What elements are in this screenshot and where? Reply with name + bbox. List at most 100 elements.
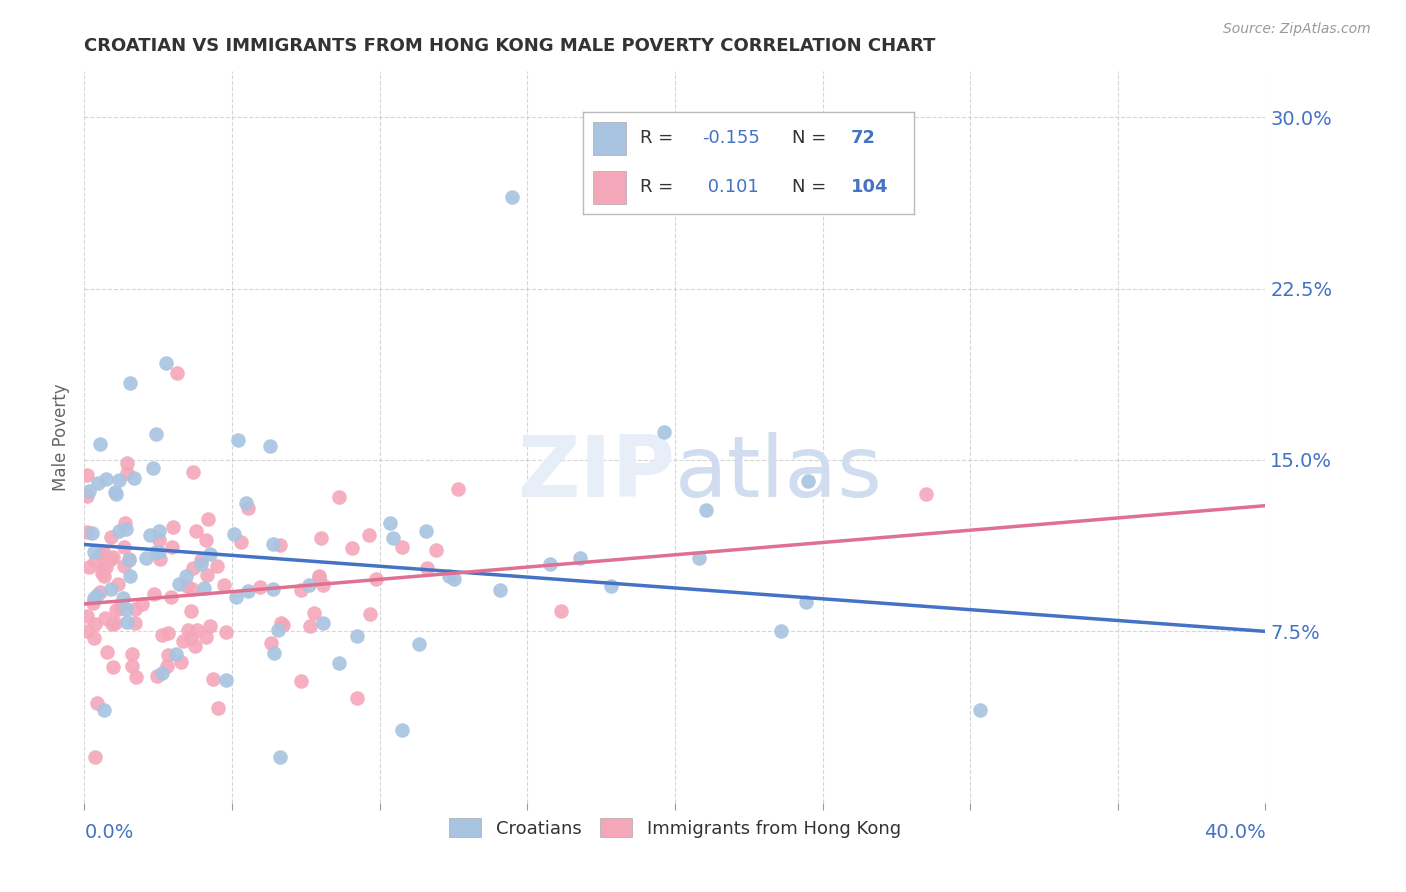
FancyBboxPatch shape — [593, 122, 627, 154]
Text: N =: N = — [792, 178, 831, 196]
Point — [160, 590, 183, 604]
Point — [93, 611, 115, 625]
Point — [235, 496, 257, 510]
Point — [270, 616, 292, 631]
Point — [148, 524, 170, 538]
Point — [96, 645, 118, 659]
Point — [131, 597, 153, 611]
Point — [76, 624, 98, 639]
Legend: Croatians, Immigrants from Hong Kong: Croatians, Immigrants from Hong Kong — [441, 811, 908, 845]
Point — [84, 616, 107, 631]
Point — [489, 583, 512, 598]
Point — [359, 607, 381, 621]
Point — [93, 569, 115, 583]
Point — [143, 587, 166, 601]
Point — [205, 558, 228, 573]
Point — [145, 669, 167, 683]
FancyBboxPatch shape — [593, 171, 627, 204]
Point — [145, 427, 167, 442]
Point — [443, 572, 465, 586]
Text: 72: 72 — [851, 129, 876, 147]
Point — [115, 466, 138, 480]
Point — [118, 553, 141, 567]
Text: N =: N = — [792, 129, 831, 147]
Point — [112, 540, 135, 554]
Point — [101, 616, 124, 631]
Point — [794, 595, 817, 609]
Point — [101, 550, 124, 565]
Point — [197, 567, 219, 582]
Point — [115, 615, 138, 629]
Point — [416, 561, 439, 575]
Point — [117, 456, 139, 470]
Point — [80, 525, 103, 540]
Point — [166, 367, 188, 381]
Point — [91, 560, 114, 574]
Point — [83, 750, 105, 764]
Point — [538, 557, 561, 571]
Point — [425, 542, 447, 557]
Point — [120, 568, 142, 582]
Point — [121, 647, 143, 661]
Point — [226, 433, 249, 447]
Point — [120, 376, 142, 390]
Point — [340, 541, 363, 555]
Point — [915, 487, 938, 501]
Point — [172, 633, 194, 648]
Point — [94, 560, 117, 574]
Point — [176, 579, 198, 593]
Point — [364, 572, 387, 586]
Text: 104: 104 — [851, 178, 889, 196]
Y-axis label: Male Poverty: Male Poverty — [52, 384, 70, 491]
Point — [77, 484, 100, 499]
Point — [83, 632, 105, 646]
Point — [86, 588, 108, 602]
Text: CROATIAN VS IMMIGRANTS FROM HONG KONG MALE POVERTY CORRELATION CHART: CROATIAN VS IMMIGRANTS FROM HONG KONG MA… — [84, 37, 936, 54]
Point — [114, 516, 136, 530]
Point — [183, 465, 205, 479]
Point — [83, 544, 105, 558]
Point — [104, 487, 127, 501]
Text: 0.0%: 0.0% — [84, 823, 134, 842]
Point — [391, 540, 413, 554]
Point — [118, 552, 141, 566]
Point — [391, 723, 413, 737]
Point — [150, 665, 173, 680]
Point — [969, 703, 991, 717]
Point — [105, 603, 128, 617]
Point — [155, 356, 177, 370]
Point — [357, 527, 380, 541]
Point — [184, 639, 207, 653]
Point — [76, 489, 98, 503]
Point — [229, 535, 252, 549]
Text: atlas: atlas — [675, 432, 883, 516]
Point — [167, 577, 190, 591]
Point — [290, 582, 312, 597]
Point — [180, 632, 202, 646]
Point — [89, 547, 111, 561]
Point — [569, 551, 592, 566]
Point — [115, 602, 138, 616]
Point — [550, 604, 572, 618]
Point — [266, 623, 288, 637]
Point — [290, 673, 312, 688]
Point — [160, 541, 183, 555]
Point — [198, 619, 221, 633]
Point — [141, 460, 163, 475]
Point — [202, 672, 225, 686]
Point — [298, 578, 321, 592]
Point — [262, 537, 284, 551]
Point — [162, 520, 184, 534]
Point — [145, 545, 167, 559]
Point — [260, 636, 283, 650]
Point — [688, 551, 710, 566]
Point — [107, 577, 129, 591]
Point — [190, 553, 212, 567]
Point — [180, 604, 202, 618]
Point — [309, 532, 332, 546]
Point — [197, 512, 219, 526]
Point — [378, 516, 401, 531]
Point — [87, 476, 110, 491]
Text: R =: R = — [640, 178, 679, 196]
Point — [122, 471, 145, 485]
